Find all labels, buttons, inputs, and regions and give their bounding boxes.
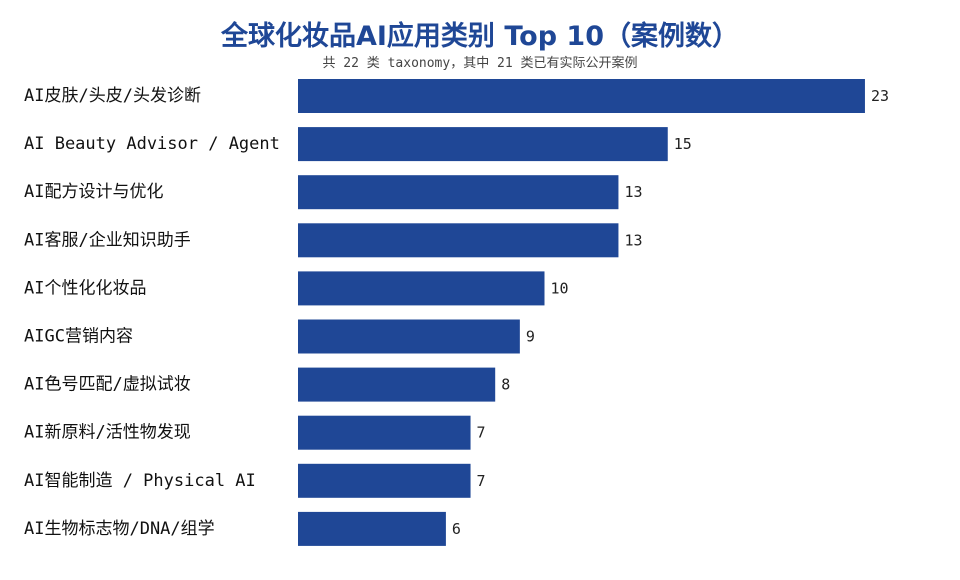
category-label: AI配方设计与优化 bbox=[24, 182, 163, 202]
category-label: AI客服/企业知识助手 bbox=[24, 230, 191, 250]
category-label: AI色号匹配/虚拟试妆 bbox=[24, 375, 191, 395]
category-label: AIGC营销内容 bbox=[24, 327, 133, 347]
bar bbox=[298, 175, 619, 210]
data-label: 13 bbox=[624, 231, 642, 249]
data-label: 13 bbox=[624, 183, 642, 201]
bar bbox=[298, 127, 668, 162]
bar bbox=[298, 319, 520, 354]
bar bbox=[298, 367, 496, 402]
bar bbox=[298, 271, 545, 306]
category-label: AI新原料/活性物发现 bbox=[24, 423, 191, 443]
data-label: 10 bbox=[551, 279, 569, 297]
bar bbox=[298, 415, 471, 450]
chart-title: 全球化妆品AI应用类别 Top 10（案例数） bbox=[220, 21, 740, 52]
data-label: 8 bbox=[501, 376, 510, 394]
bar bbox=[298, 463, 471, 498]
data-label: 9 bbox=[526, 328, 535, 346]
data-label: 7 bbox=[477, 472, 486, 490]
bar bbox=[298, 511, 446, 546]
bar bbox=[298, 223, 619, 258]
category-label: AI个性化化妆品 bbox=[24, 278, 146, 298]
data-label: 23 bbox=[871, 87, 889, 105]
chart-subtitle: 共 22 类 taxonomy，其中 21 类已有实际公开案例 bbox=[322, 56, 638, 71]
category-label: AI Beauty Advisor / Agent bbox=[24, 134, 280, 154]
bar bbox=[298, 79, 865, 113]
category-label: AI皮肤/头皮/头发诊断 bbox=[24, 86, 201, 106]
category-label: AI智能制造 / Physical AI bbox=[24, 471, 256, 491]
data-label: 15 bbox=[674, 135, 692, 153]
data-label: 7 bbox=[477, 424, 486, 442]
data-label: 6 bbox=[452, 520, 461, 538]
category-label: AI生物标志物/DNA/组学 bbox=[24, 519, 215, 539]
